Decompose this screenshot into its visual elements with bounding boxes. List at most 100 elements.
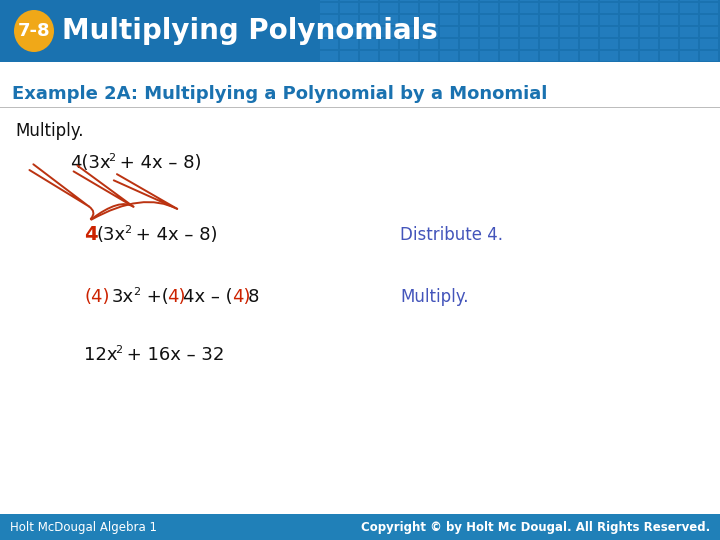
Bar xyxy=(600,15,618,25)
Bar xyxy=(560,39,578,49)
Bar xyxy=(380,51,398,61)
Bar xyxy=(480,39,498,49)
Bar xyxy=(400,0,418,1)
Bar xyxy=(380,27,398,37)
Bar xyxy=(480,0,498,1)
Bar xyxy=(460,3,478,13)
Text: 7-8: 7-8 xyxy=(18,22,50,40)
Bar xyxy=(540,39,558,49)
Text: 12x: 12x xyxy=(84,346,117,364)
Bar xyxy=(660,15,678,25)
Bar xyxy=(420,0,438,1)
Bar xyxy=(320,51,338,61)
Bar xyxy=(0,0,720,62)
Bar xyxy=(640,39,658,49)
Text: Multiplying Polynomials: Multiplying Polynomials xyxy=(62,17,438,45)
Bar xyxy=(600,27,618,37)
Bar xyxy=(320,39,338,49)
Bar xyxy=(560,51,578,61)
Bar xyxy=(400,39,418,49)
Bar xyxy=(520,3,538,13)
Bar xyxy=(500,39,518,49)
Bar xyxy=(540,3,558,13)
Bar xyxy=(560,15,578,25)
Text: + 4x – 8): + 4x – 8) xyxy=(130,226,217,244)
Text: Holt McDougal Algebra 1: Holt McDougal Algebra 1 xyxy=(10,521,157,534)
Bar xyxy=(680,15,698,25)
Bar xyxy=(700,51,718,61)
Bar xyxy=(380,3,398,13)
Text: 3x: 3x xyxy=(112,288,134,306)
Bar xyxy=(520,15,538,25)
Bar xyxy=(620,39,638,49)
Bar xyxy=(380,15,398,25)
Text: 4): 4) xyxy=(232,288,251,306)
Text: (3x: (3x xyxy=(97,226,126,244)
Bar xyxy=(620,3,638,13)
Bar xyxy=(460,39,478,49)
Bar xyxy=(580,15,598,25)
Bar xyxy=(680,0,698,1)
Bar xyxy=(500,27,518,37)
Bar xyxy=(440,0,458,1)
Bar xyxy=(460,27,478,37)
Bar xyxy=(360,15,378,25)
Bar xyxy=(480,3,498,13)
Text: (4): (4) xyxy=(84,288,109,306)
Bar xyxy=(320,15,338,25)
Bar xyxy=(500,3,518,13)
Bar xyxy=(640,51,658,61)
Bar xyxy=(540,0,558,1)
Bar xyxy=(460,15,478,25)
Bar xyxy=(400,51,418,61)
Bar xyxy=(680,3,698,13)
Bar xyxy=(700,0,718,1)
Bar xyxy=(660,0,678,1)
Bar xyxy=(380,39,398,49)
Bar xyxy=(480,15,498,25)
Bar xyxy=(600,3,618,13)
Text: 4: 4 xyxy=(84,226,98,245)
Bar xyxy=(700,27,718,37)
Bar xyxy=(680,39,698,49)
Bar xyxy=(660,39,678,49)
Bar xyxy=(360,0,378,1)
Text: Multiply.: Multiply. xyxy=(400,288,469,306)
Bar xyxy=(680,27,698,37)
Bar xyxy=(560,27,578,37)
Bar xyxy=(440,3,458,13)
Text: 4x – (: 4x – ( xyxy=(183,288,233,306)
Bar xyxy=(460,0,478,1)
Text: 2: 2 xyxy=(108,153,115,163)
Bar xyxy=(0,514,720,540)
Bar xyxy=(360,39,378,49)
Bar xyxy=(440,15,458,25)
Bar xyxy=(560,3,578,13)
Bar xyxy=(340,51,358,61)
Bar xyxy=(440,39,458,49)
Text: 2: 2 xyxy=(124,225,131,235)
Bar xyxy=(700,3,718,13)
Bar xyxy=(480,27,498,37)
Bar xyxy=(660,51,678,61)
Bar xyxy=(340,39,358,49)
Bar xyxy=(700,15,718,25)
Bar xyxy=(620,15,638,25)
Bar xyxy=(320,27,338,37)
Bar xyxy=(340,0,358,1)
Bar xyxy=(640,15,658,25)
Bar xyxy=(660,27,678,37)
Bar xyxy=(440,27,458,37)
Text: + 16x – 32: + 16x – 32 xyxy=(121,346,225,364)
Text: Example 2A: Multiplying a Polynomial by a Monomial: Example 2A: Multiplying a Polynomial by … xyxy=(12,85,547,103)
Bar xyxy=(520,51,538,61)
Bar xyxy=(380,0,398,1)
Bar xyxy=(400,27,418,37)
Bar xyxy=(640,0,658,1)
Bar xyxy=(600,39,618,49)
Text: 2: 2 xyxy=(115,345,122,355)
Bar xyxy=(400,3,418,13)
Bar xyxy=(660,3,678,13)
Text: 2: 2 xyxy=(133,287,140,297)
Bar xyxy=(340,15,358,25)
